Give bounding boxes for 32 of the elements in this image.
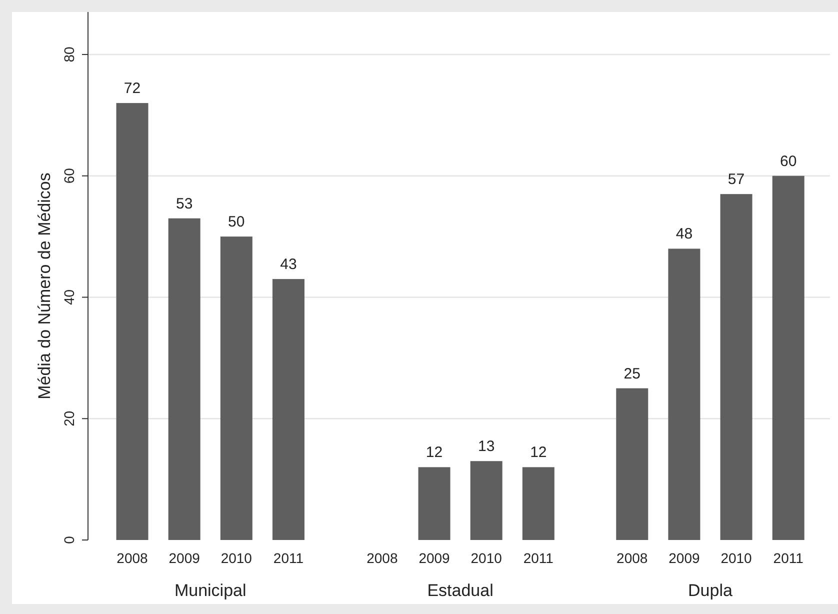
data-label: 12 [426,444,443,462]
x-tick-label: 2008 [616,550,648,566]
data-label: 53 [176,195,193,212]
y-tick-label: 40 [61,289,77,306]
text: Municipal [174,581,246,600]
y-tick-label: 80 [61,46,77,62]
x-tick-label: 2010 [720,550,752,566]
data-label: 12 [530,444,547,462]
x-tick-label: 2010 [220,550,252,566]
x-tick-label: 2011 [523,550,554,566]
y-tick-label: 20 [61,410,77,426]
text: Estadual [427,581,494,600]
data-label: 43 [280,256,297,274]
x-tick-label: 2008 [116,550,148,566]
y-axis-title: Média do Número de Médicos [35,172,54,400]
x-tick-label: 2011 [273,550,304,566]
x-tick-label: 2009 [418,550,450,566]
y-tick-label: 0 [61,536,77,544]
data-label: 50 [228,214,245,231]
x-tick-label: 2008 [366,550,398,566]
y-tick-label: 60 [61,168,77,184]
x-tick-label: 2011 [773,550,804,566]
data-label: 48 [676,226,693,243]
x-tick-label: 2010 [470,550,502,566]
data-label: 13 [478,438,495,456]
data-label: 60 [780,152,797,170]
data-label: 72 [124,80,141,98]
x-tick-label: 2009 [168,550,200,566]
text: Dupla [688,581,733,600]
data-label: 57 [728,171,745,188]
data-label: 25 [624,365,640,382]
x-tick-label: 2009 [668,550,700,566]
